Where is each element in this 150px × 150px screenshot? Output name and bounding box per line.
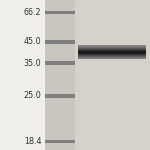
Text: 45.0: 45.0 — [24, 38, 41, 46]
Bar — [45, 140, 75, 143]
Text: 25.0: 25.0 — [24, 92, 41, 100]
Bar — [45, 40, 75, 44]
Text: 18.4: 18.4 — [24, 137, 41, 146]
Bar — [78, 52, 146, 53]
Bar — [75, 0, 150, 150]
Bar — [78, 45, 146, 46]
Bar — [45, 94, 75, 98]
Bar — [78, 50, 146, 51]
Bar — [78, 54, 146, 55]
Bar — [78, 57, 146, 58]
Bar — [78, 47, 146, 48]
Bar — [78, 56, 146, 57]
Text: 35.0: 35.0 — [24, 58, 41, 68]
Bar — [78, 50, 146, 51]
Bar — [78, 53, 146, 54]
Bar — [78, 49, 146, 50]
Bar — [78, 57, 146, 58]
Text: 66.2: 66.2 — [24, 8, 41, 17]
Bar — [45, 0, 75, 150]
Bar — [78, 46, 146, 47]
Bar — [45, 61, 75, 65]
Bar — [78, 47, 146, 48]
Bar — [78, 55, 146, 56]
Bar — [78, 52, 146, 53]
Bar — [45, 11, 75, 14]
Bar — [78, 46, 146, 47]
Bar — [78, 56, 146, 57]
Bar — [78, 58, 146, 59]
Bar — [78, 53, 146, 54]
Bar — [78, 51, 146, 52]
Bar — [78, 48, 146, 49]
